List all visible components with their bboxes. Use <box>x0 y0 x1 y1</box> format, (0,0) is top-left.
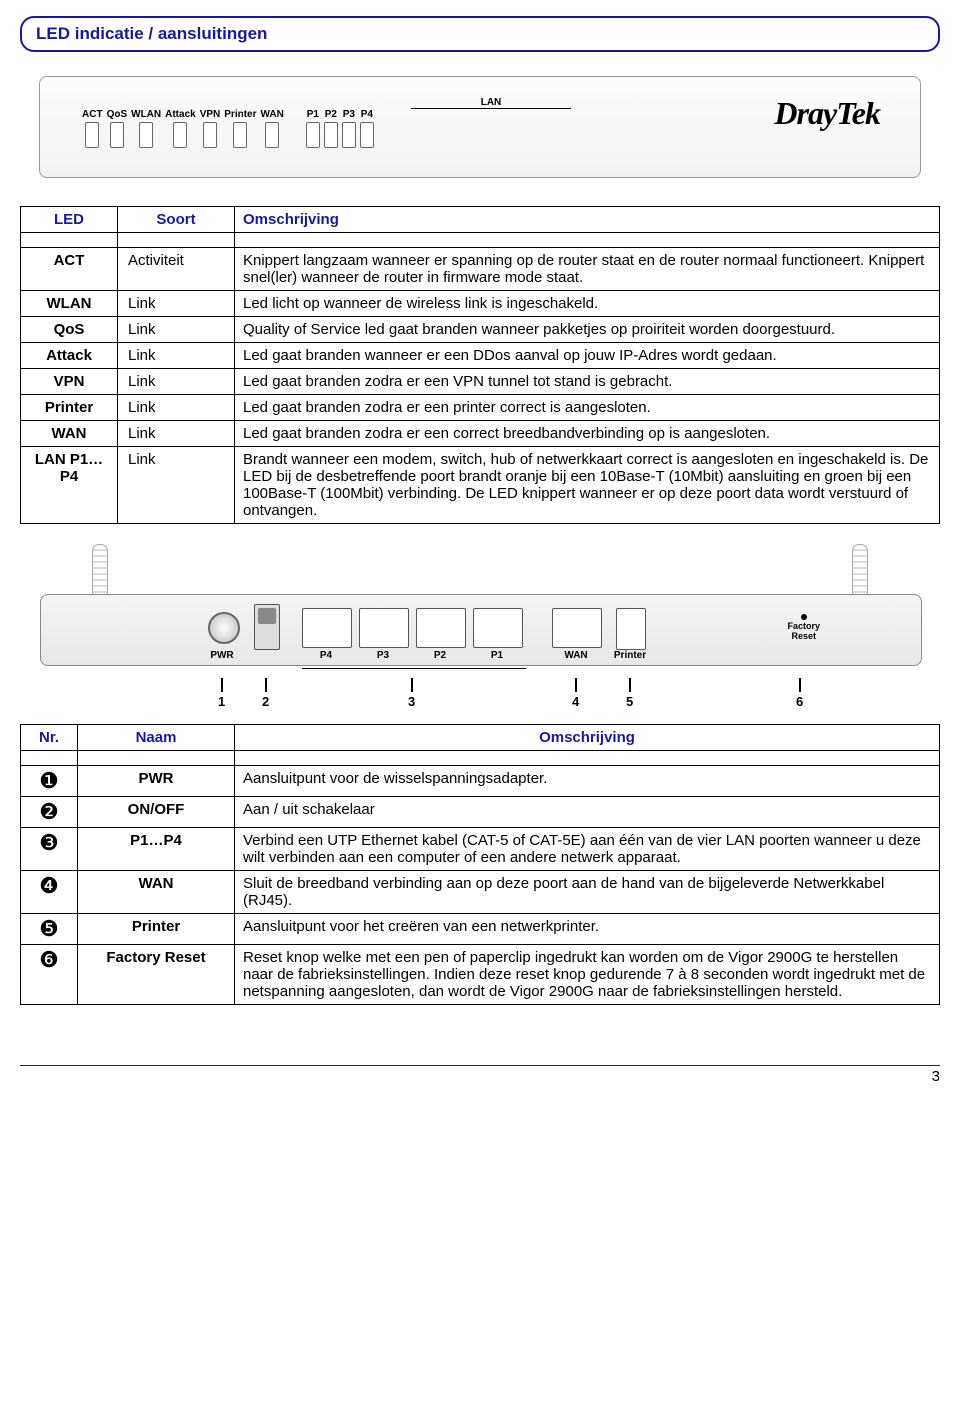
table-row: Printer Link Led gaat branden zodra er e… <box>21 395 940 421</box>
port-printer <box>616 608 646 650</box>
table-row: QoS Link Quality of Service led gaat bra… <box>21 317 940 343</box>
led-act: ACT <box>82 109 103 151</box>
table-row: VPN Link Led gaat branden zodra er een V… <box>21 369 940 395</box>
led-p4: P4 <box>360 109 374 151</box>
port-p3 <box>359 608 409 648</box>
th-omschrijving: Omschrijving <box>235 207 940 233</box>
port-wan <box>552 608 602 648</box>
led-p3: P3 <box>342 109 356 151</box>
th-nr: Nr. <box>21 725 78 751</box>
th-led: LED <box>21 207 118 233</box>
section-title-box: LED indicatie / aansluitingen <box>20 16 940 52</box>
th-soort: Soort <box>118 207 235 233</box>
port-p1 <box>473 608 523 648</box>
section-title: LED indicatie / aansluitingen <box>36 24 267 43</box>
page-number: 3 <box>932 1068 940 1085</box>
table-row: ❶ PWR Aansluitpunt voor de wisselspannin… <box>21 766 940 797</box>
router-rear-panel: FactoryReset PWR P4 P3 P2 P1 WAN Printer… <box>40 554 920 704</box>
led-printer: Printer <box>224 109 256 151</box>
factory-reset-label: FactoryReset <box>787 614 820 642</box>
connector-table: Nr. Naam Omschrijving ❶ PWR Aansluitpunt… <box>20 724 940 1005</box>
table-row: WLAN Link Led licht op wanneer de wirele… <box>21 291 940 317</box>
router-front-panel: LAN ACT QoS WLAN Attack VPN Printer WAN … <box>39 76 921 178</box>
label-p4: P4 <box>320 650 332 661</box>
table-row: WAN Link Led gaat branden zodra er een c… <box>21 421 940 447</box>
led-wlan: WLAN <box>131 109 161 151</box>
table-row: ❻ Factory Reset Reset knop welke met een… <box>21 945 940 1005</box>
reset-button-icon <box>801 614 807 620</box>
led-row: ACT QoS WLAN Attack VPN Printer WAN P1 P… <box>82 109 378 151</box>
led-p2: P2 <box>324 109 338 151</box>
label-p2: P2 <box>434 650 446 661</box>
lan-group-bracket: LAN <box>411 97 571 113</box>
table-row: ❸ P1…P4 Verbind een UTP Ethernet kabel (… <box>21 828 940 871</box>
lan-group-label: LAN <box>481 97 502 108</box>
led-table: LED Soort Omschrijving ACT Activiteit Kn… <box>20 206 940 524</box>
table-row: ❺ Printer Aansluitpunt voor het creëren … <box>21 914 940 945</box>
label-wan: WAN <box>564 650 587 661</box>
lan-underline <box>302 668 526 669</box>
table-row: ❹ WAN Sluit de breedband verbinding aan … <box>21 871 940 914</box>
led-p1: P1 <box>306 109 320 151</box>
power-jack <box>208 612 240 644</box>
label-p3: P3 <box>377 650 389 661</box>
led-wan: WAN <box>261 109 284 151</box>
page-footer: 3 <box>20 1065 940 1085</box>
port-p4 <box>302 608 352 648</box>
table-row: LAN P1…P4 Link Brandt wanneer een modem,… <box>21 447 940 524</box>
table-row: ❷ ON/OFF Aan / uit schakelaar <box>21 797 940 828</box>
port-p2 <box>416 608 466 648</box>
label-p1: P1 <box>491 650 503 661</box>
th-naam: Naam <box>78 725 235 751</box>
led-qos: QoS <box>107 109 128 151</box>
th-omschrijving2: Omschrijving <box>235 725 940 751</box>
label-pwr: PWR <box>210 650 233 661</box>
table-row: ACT Activiteit Knippert langzaam wanneer… <box>21 248 940 291</box>
table-row: Attack Link Led gaat branden wanneer er … <box>21 343 940 369</box>
led-attack: Attack <box>165 109 196 151</box>
brand-logo: DrayTek <box>774 95 880 132</box>
label-printer: Printer <box>614 650 646 661</box>
led-vpn: VPN <box>200 109 221 151</box>
power-switch <box>254 604 280 650</box>
